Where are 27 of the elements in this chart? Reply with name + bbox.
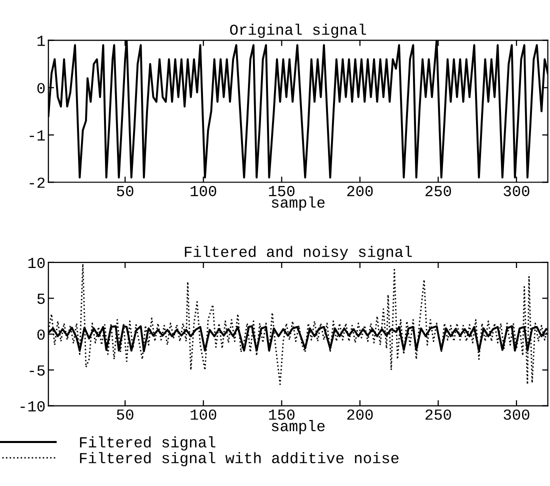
x-axis-title: sample [272, 196, 325, 211]
y-tick-label: 0 [37, 82, 45, 94]
x-tick-label: 50 [116, 186, 134, 196]
x-tick-label: 50 [116, 409, 134, 420]
x-tick-label: 150 [269, 186, 294, 196]
y-tick-label: 5 [37, 294, 45, 304]
y-tick-label: -10 [20, 401, 45, 412]
chart-title: Original signal [230, 24, 366, 38]
y-tick-label: -2 [30, 178, 45, 188]
y-tick-label: 0 [37, 329, 45, 340]
y-tick-label: -1 [30, 130, 45, 140]
chart-title: Filtered and noisy signal [184, 246, 412, 260]
x-tick-label: 200 [347, 409, 373, 420]
x-tick-label: 250 [426, 186, 452, 196]
y-tick-label: -5 [30, 365, 45, 376]
y-tick-label: 10 [28, 258, 45, 268]
x-tick-label: 100 [190, 409, 216, 420]
x-tick-label: 200 [347, 186, 373, 196]
x-tick-label: 150 [269, 409, 294, 420]
x-tick-label: 300 [504, 186, 530, 196]
x-axis-title: sample [272, 420, 325, 434]
y-tick-label: 1 [38, 36, 45, 46]
legend-label: Filtered signal [80, 436, 216, 451]
x-tick-label: 100 [190, 186, 216, 196]
x-tick-label: 250 [426, 409, 452, 420]
x-tick-label: 300 [504, 409, 530, 420]
legend-label: Filtered signal with additive noise [80, 452, 398, 466]
